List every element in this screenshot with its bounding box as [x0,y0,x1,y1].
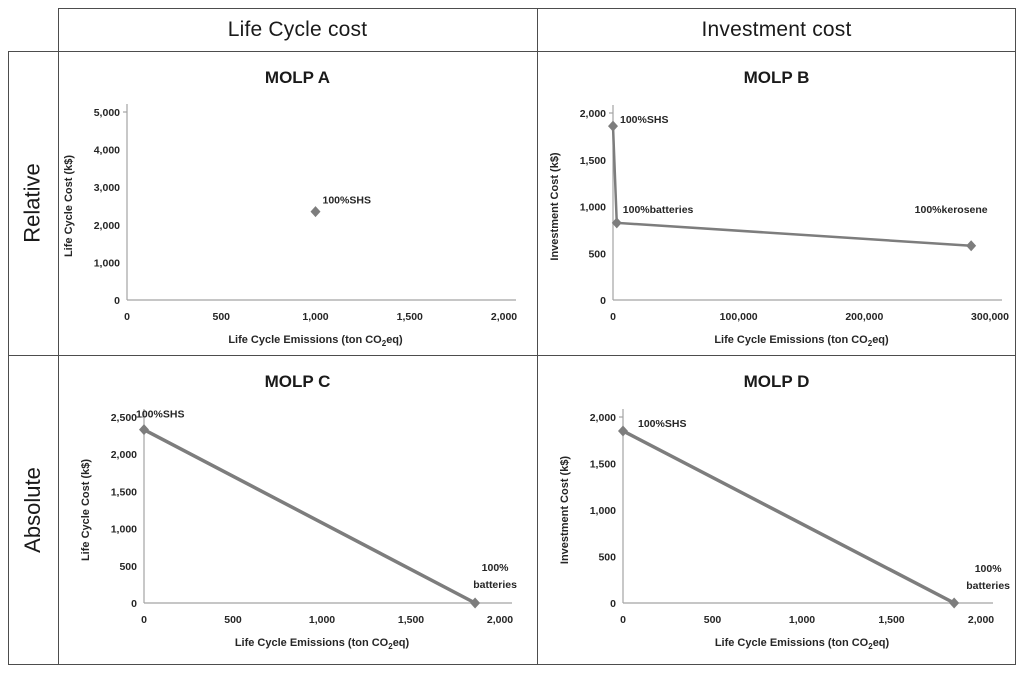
y-tick-label: 500 [119,561,137,573]
y-tick-label: 2,000 [580,108,606,120]
x-tick-label: 300,000 [971,311,1009,323]
data-point-label: 100%SHS [323,195,371,207]
x-tick-label: 2,000 [491,311,517,323]
y-tick-label: 0 [131,598,137,610]
data-point-label: 100%SHS [638,418,686,430]
x-tick-label: 0 [610,311,616,323]
x-tick-label: 1,000 [309,614,335,626]
y-tick-label: 0 [600,295,606,307]
row-header-relative: Relative [8,51,58,355]
data-point-label: 100%batteries [623,204,694,216]
row-header-label: Absolute [20,466,45,553]
y-tick-label: 1,500 [580,155,606,167]
y-tick-label: 1,000 [94,257,120,269]
x-axis-title: Life Cycle Emissions (ton CO2eq) [235,637,410,651]
data-point-marker [470,597,481,609]
x-tick-label: 500 [704,614,722,626]
x-tick-label: 0 [620,614,626,626]
grid-line-header-bottom [8,51,1016,52]
x-tick-label: 2,000 [968,614,994,626]
data-point-marker [310,206,321,218]
data-point-label: 100%batteries [473,562,517,591]
y-tick-label: 1,500 [111,486,137,498]
x-tick-label: 100,000 [720,311,758,323]
column-header-label: Investment cost [701,17,852,41]
y-tick-label: 2,000 [590,412,616,424]
data-point-marker [139,424,149,436]
grid-line-mid-row [8,355,1016,356]
y-axis-title: Investment Cost (k$) [549,152,561,261]
data-point-label: 100%kerosene [915,204,988,216]
grid-line-bottom [8,664,1016,665]
x-axis-title: Life Cycle Emissions (ton CO2eq) [714,334,889,348]
column-header-label: Life Cycle cost [227,17,368,41]
y-tick-label: 500 [588,248,606,260]
y-tick-label: 0 [114,295,120,307]
chart-cell-molp-d: MOLP D 0 500 1,000 1,500 2,000 0 500 1,000 1,500 2… [537,355,1016,664]
y-tick-label: 3,000 [94,182,120,194]
series-line [611,124,973,248]
y-axis-title: Life Cycle Cost (k$) [80,459,92,561]
grid-line-left [8,51,9,665]
x-tick-label: 1,500 [397,311,423,323]
data-point-marker [611,217,622,229]
y-axis-title: Investment Cost (k$) [559,456,571,565]
chart-title: MOLP C [265,372,331,391]
y-tick-label: 1,000 [580,202,606,214]
column-header-investment-cost: Investment cost [537,8,1016,51]
molp-a-plot: MOLP A 0 1,000 2,000 3,000 4,000 5,000 0 500 1,00… [63,68,517,348]
x-tick-label: 200,000 [845,311,883,323]
x-tick-label: 1,500 [878,614,904,626]
chart-cell-molp-b: MOLP B 0 500 1,000 1,500 2,000 0 100,000 200,000… [537,51,1016,355]
x-tick-label: 1,000 [789,614,815,626]
chart-title: MOLP A [265,68,330,87]
molp-b-plot: MOLP B 0 500 1,000 1,500 2,000 0 100,000 200,000… [549,68,1009,348]
grid-line-top [58,8,1016,9]
chart-title: MOLP B [744,68,810,87]
row-header-absolute: Absolute [8,355,58,664]
y-tick-label: 1,000 [590,505,616,517]
grid-line-right [1015,8,1016,665]
chart-cell-molp-a: MOLP A 0 1,000 2,000 3,000 4,000 5,000 0 500 1,00… [58,51,537,355]
x-tick-label: 0 [124,311,130,323]
x-tick-label: 2,000 [487,614,513,626]
y-tick-label: 4,000 [94,145,120,157]
data-point-marker [949,597,960,609]
data-point-marker [608,120,618,132]
data-point-label: 100%SHS [136,409,184,421]
molp-d-plot: MOLP D 0 500 1,000 1,500 2,000 0 500 1,000 1,500 2… [559,372,1010,651]
chart-cell-molp-c: MOLP C 0 500 1,000 1,500 2,000 2,500 0 500 1,000 1… [58,355,537,664]
x-tick-label: 0 [141,614,147,626]
x-tick-label: 500 [212,311,230,323]
molp-c-plot: MOLP C 0 500 1,000 1,500 2,000 2,500 0 500 1,000 1… [80,372,517,651]
data-point-label: 100%batteries [966,563,1010,592]
chart-title: MOLP D [744,372,810,391]
y-axis-title: Life Cycle Cost (k$) [63,155,75,257]
y-tick-label: 2,000 [111,449,137,461]
data-point-marker [966,240,977,252]
data-point-marker [618,425,628,437]
x-tick-label: 500 [224,614,242,626]
y-tick-label: 0 [610,598,616,610]
x-axis-title: Life Cycle Emissions (ton CO2eq) [715,637,890,651]
y-tick-label: 2,000 [94,220,120,232]
y-tick-label: 1,000 [111,524,137,536]
column-header-life-cycle-cost: Life Cycle cost [58,8,537,51]
y-tick-label: 500 [598,552,616,564]
grid-line-label-col [58,8,59,665]
series-line [142,427,477,605]
row-header-label: Relative [20,163,46,243]
data-point-label: 100%SHS [620,114,668,126]
x-axis-title: Life Cycle Emissions (ton CO2eq) [228,334,403,348]
y-tick-label: 2,500 [111,412,137,424]
y-tick-label: 5,000 [94,107,120,119]
grid-line-mid-col [537,8,538,665]
x-tick-label: 1,500 [398,614,424,626]
y-tick-label: 1,500 [590,459,616,471]
series-line [621,429,956,605]
x-tick-label: 1,000 [302,311,328,323]
